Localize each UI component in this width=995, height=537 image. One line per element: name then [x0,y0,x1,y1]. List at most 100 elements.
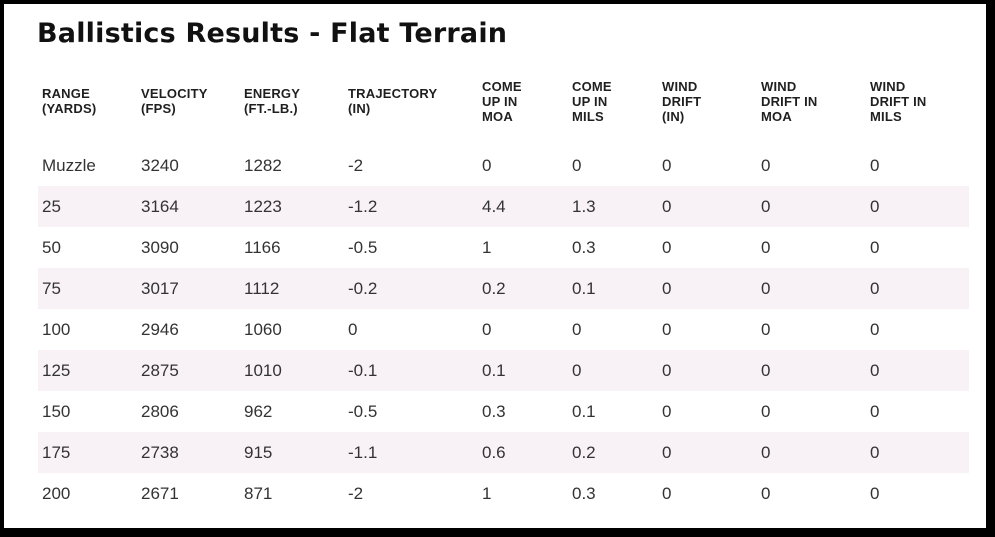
header-line: MILS [572,108,604,124]
cell-winddrift-mils: 0 [870,155,880,175]
table-header-row: RANGE (YARDS) VELOCITY (FPS) ENERGY (FT.… [38,73,969,145]
column-header-trajectory: TRAJECTORY (IN) [344,73,478,145]
cell-winddrift-in: 0 [662,360,672,380]
cell-winddrift-mils: 0 [870,360,880,380]
header-line: UP IN [482,93,518,109]
cell-comeup-moa: 0.1 [482,360,506,380]
cell-winddrift-mils: 0 [870,483,880,503]
cell-trajectory: -2 [348,483,364,503]
column-header-winddrift-moa: WIND DRIFT IN MOA [757,73,866,145]
cell-comeup-mils: 0.3 [572,237,596,257]
column-header-comeup-mils: COME UP IN MILS [568,73,658,145]
cell-energy: 1282 [244,155,282,175]
cell-velocity: 3090 [141,237,179,257]
cell-winddrift-moa: 0 [761,401,771,421]
cell-comeup-moa: 0.2 [482,278,506,298]
cell-comeup-mils: 1.3 [572,196,596,216]
cell-winddrift-mils: 0 [870,237,880,257]
column-header-energy: ENERGY (FT.-LB.) [240,73,344,145]
column-header-comeup-moa: COME UP IN MOA [478,73,568,145]
header-line: MOA [761,108,792,124]
header-line: DRIFT IN [870,93,927,109]
cell-velocity: 2875 [141,360,179,380]
cell-winddrift-in: 0 [662,401,672,421]
cell-trajectory: -1.1 [348,442,378,462]
cell-winddrift-in: 0 [662,155,672,175]
cell-winddrift-in: 0 [662,237,672,257]
header-line: WIND [761,78,797,94]
cell-winddrift-moa: 0 [761,360,771,380]
column-header-winddrift-in: WIND DRIFT (IN) [658,73,757,145]
table-row: 150 2806 962 -0.5 0.3 0.1 0 0 0 [38,391,969,432]
cell-range: 75 [42,278,61,298]
cell-comeup-moa: 0 [482,155,492,175]
cell-comeup-mils: 0.1 [572,278,596,298]
header-line: UP IN [572,93,608,109]
cell-velocity: 2806 [141,401,179,421]
cell-comeup-mils: 0 [572,319,582,339]
cell-velocity: 2671 [141,483,179,503]
header-line: COME [482,78,522,94]
cell-comeup-moa: 1 [482,237,492,257]
cell-range: Muzzle [42,155,96,175]
cell-range: 150 [42,401,71,421]
cell-winddrift-moa: 0 [761,483,771,503]
cell-trajectory: -0.5 [348,237,378,257]
page-title: Ballistics Results - Flat Terrain [37,18,508,49]
cell-trajectory: -1.2 [348,196,378,216]
cell-comeup-moa: 4.4 [482,196,506,216]
cell-range: 175 [42,442,71,462]
cell-winddrift-in: 0 [662,278,672,298]
cell-winddrift-moa: 0 [761,237,771,257]
header-line: TRAJECTORY [348,86,438,101]
cell-energy: 871 [244,483,273,503]
cell-comeup-moa: 0 [482,319,492,339]
column-header-velocity: VELOCITY (FPS) [137,73,240,145]
cell-energy: 1112 [244,278,280,298]
cell-winddrift-mils: 0 [870,278,880,298]
header-line: RANGE [42,86,90,101]
header-line: ENERGY [244,86,301,101]
cell-winddrift-moa: 0 [761,319,771,339]
column-header-range: RANGE (YARDS) [38,73,137,145]
cell-comeup-mils: 0.3 [572,483,596,503]
header-line: (FPS) [141,101,176,116]
cell-range: 125 [42,360,71,380]
header-line: WIND [662,78,698,94]
header-line: COME [572,78,612,94]
cell-trajectory: -0.1 [348,360,378,380]
cell-comeup-mils: 0 [572,360,582,380]
cell-range: 100 [42,319,71,339]
cell-comeup-moa: 1 [482,483,492,503]
table-row: 75 3017 1112 -0.2 0.2 0.1 0 0 0 [38,268,969,309]
cell-trajectory: 0 [348,319,358,339]
ballistics-results-table: RANGE (YARDS) VELOCITY (FPS) ENERGY (FT.… [38,73,969,514]
cell-velocity: 3017 [141,278,179,298]
cell-winddrift-in: 0 [662,196,672,216]
cell-velocity: 2738 [141,442,179,462]
cell-energy: 1166 [244,237,281,257]
cell-trajectory: -0.2 [348,278,378,298]
cell-comeup-mils: 0.2 [572,442,596,462]
cell-velocity: 3240 [141,155,179,175]
cell-trajectory: -2 [348,155,364,175]
table-row: 25 3164 1223 -1.2 4.4 1.3 0 0 0 [38,186,969,227]
cell-comeup-mils: 0 [572,155,582,175]
cell-comeup-mils: 0.1 [572,401,596,421]
table-row: 50 3090 1166 -0.5 1 0.3 0 0 0 [38,227,969,268]
cell-energy: 962 [244,401,273,421]
cell-winddrift-moa: 0 [761,442,771,462]
cell-velocity: 3164 [141,196,179,216]
cell-winddrift-moa: 0 [761,196,771,216]
cell-energy: 915 [244,442,273,462]
cell-range: 200 [42,483,71,503]
header-line: (IN) [662,108,685,124]
header-line: MOA [482,108,513,124]
cell-comeup-moa: 0.6 [482,442,506,462]
table-row: 200 2671 871 -2 1 0.3 0 0 0 [38,473,969,514]
cell-winddrift-mils: 0 [870,442,880,462]
header-line: MILS [870,108,902,124]
cell-winddrift-in: 0 [662,319,672,339]
table-row: 100 2946 1060 0 0 0 0 0 0 [38,309,969,350]
